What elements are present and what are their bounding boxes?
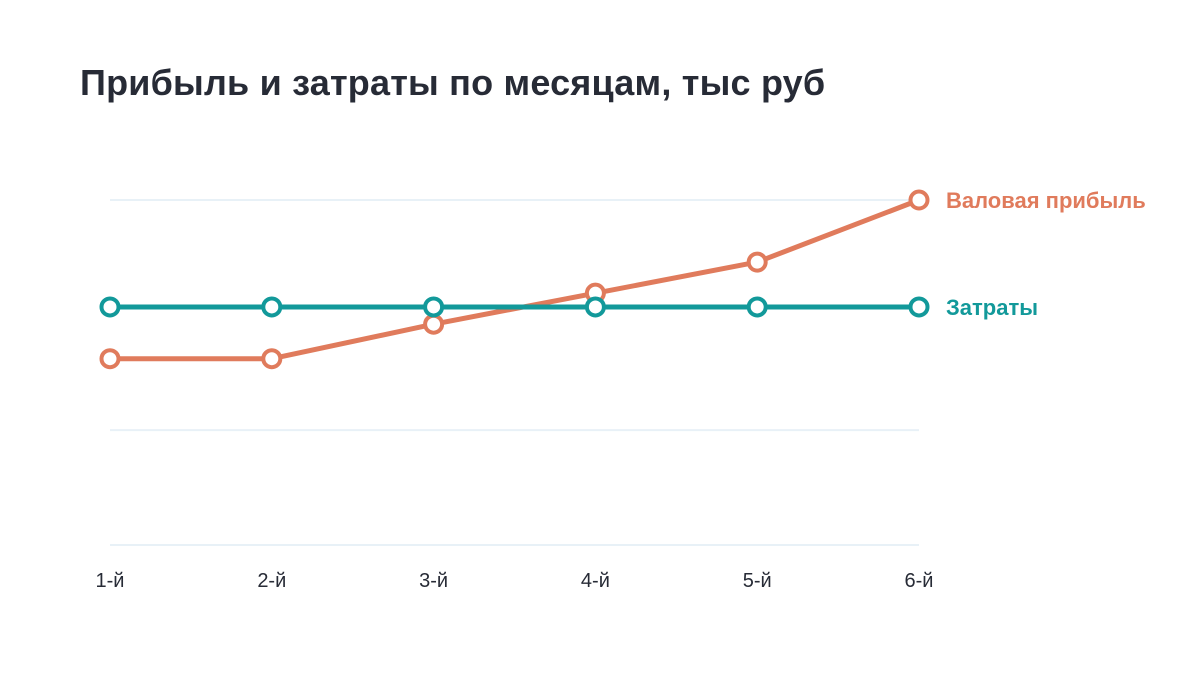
series-line <box>107 197 922 362</box>
data-point <box>908 189 930 211</box>
data-point <box>261 348 283 370</box>
x-tick-label: 5-й <box>743 570 772 592</box>
series-group: Валовая прибыль Затраты <box>99 188 1146 370</box>
x-axis: 1-й 2-й 3-й 4-й 5-й 6-й <box>96 570 934 592</box>
data-point <box>423 296 445 318</box>
x-tick-label: 6-й <box>905 570 934 592</box>
series-0: Валовая прибыль <box>99 188 1146 370</box>
x-tick-label: 2-й <box>257 570 286 592</box>
data-point <box>584 296 606 318</box>
data-point <box>99 296 121 318</box>
x-tick-label: 1-й <box>96 570 125 592</box>
chart-title: Прибыль и затраты по месяцам, тыс руб <box>80 62 826 103</box>
series-label: Затраты <box>946 295 1038 320</box>
data-point <box>746 251 768 273</box>
x-tick-label: 4-й <box>581 570 610 592</box>
data-point <box>746 296 768 318</box>
data-point <box>423 313 445 335</box>
data-point <box>908 296 930 318</box>
data-point <box>261 296 283 318</box>
gridlines <box>110 199 919 546</box>
data-point <box>99 348 121 370</box>
x-tick-label: 3-й <box>419 570 448 592</box>
series-1: Затраты <box>99 295 1038 320</box>
series-label: Валовая прибыль <box>946 188 1146 213</box>
